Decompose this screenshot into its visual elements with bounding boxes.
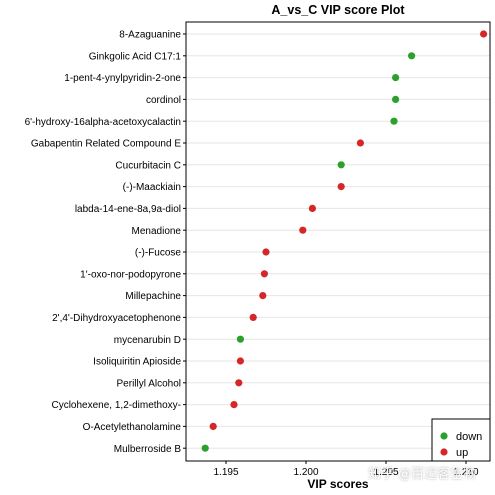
legend-label-up: up (456, 447, 468, 459)
data-point-up (356, 139, 364, 147)
x-tick-label: 1.195 (213, 467, 238, 478)
data-point-up (337, 183, 345, 191)
y-tick-label: Mulberroside B (114, 444, 182, 455)
y-tick-label: Menadione (132, 226, 182, 237)
data-point-up (230, 401, 238, 409)
data-points (201, 30, 488, 452)
data-point-up (262, 248, 270, 256)
x-tick-label: 1.200 (293, 467, 318, 478)
data-point-up (236, 357, 244, 365)
y-tick-label: Isoliquiritin Apioside (93, 357, 181, 368)
data-point-up (299, 226, 307, 234)
data-point-down (390, 117, 398, 125)
data-point-up (249, 313, 257, 321)
y-tick-label: mycenarubin D (114, 335, 181, 346)
data-point-up (235, 379, 243, 387)
data-point-up (480, 30, 488, 38)
chart-title: A_vs_C VIP score Plot (271, 3, 405, 17)
data-point-up (308, 204, 316, 212)
data-point-down (337, 161, 345, 169)
y-tick-label: Cucurbitacin C (115, 160, 181, 171)
y-tick-label: Perillyl Alcohol (117, 378, 181, 389)
y-axis-ticks: 8-Azaguanine Ginkgolic Acid C17:1 1-pent-4… (25, 30, 186, 455)
y-tick-label: O-Acetylethanolamine (83, 422, 182, 433)
data-point-down (201, 444, 209, 452)
legend-marker-down (440, 432, 448, 440)
y-tick-label: 6'-hydroxy-16alpha-acetoxycalactin (25, 117, 181, 128)
y-tick-label: 1'-oxo-nor-podopyrone (80, 269, 181, 280)
plot-frame (185, 21, 491, 462)
y-tick-label: 2',4'-Dihydroxyacetophenone (52, 313, 181, 324)
y-tick-label: 1-pent-4-ynylpyridin-2-one (64, 73, 181, 84)
y-tick-label: Gabapentin Related Compound E (31, 139, 181, 150)
data-point-down (408, 52, 416, 60)
legend-label-down: down (456, 431, 482, 443)
y-tick-label: cordinol (146, 95, 181, 106)
watermark: 知乎 @百迈客生物 (368, 467, 477, 482)
y-tick-label: 8-Azaguanine (119, 30, 181, 41)
x-tick-label: 1.210 (453, 467, 478, 478)
legend: down up (431, 418, 491, 462)
data-point-up (260, 270, 268, 278)
x-tick-label: 1.205 (373, 467, 398, 478)
y-tick-label: Millepachine (125, 291, 181, 302)
data-point-down (392, 74, 400, 82)
x-axis-label: VIP scores (307, 477, 368, 491)
y-tick-label: Ginkgolic Acid C17:1 (89, 51, 182, 62)
data-point-down (236, 335, 244, 343)
data-point-up (259, 292, 267, 300)
y-tick-label: (-)-Fucose (135, 248, 182, 259)
data-point-up (209, 422, 217, 430)
x-axis-ticks: 1.195 1.200 1.205 1.210 (213, 461, 479, 478)
y-tick-label: labda-14-ene-8a,9a-diol (75, 204, 181, 215)
grid-lines (186, 33, 490, 449)
data-point-down (392, 95, 400, 103)
y-tick-label: Cyclohexene, 1,2-dimethoxy- (51, 400, 181, 411)
legend-marker-up (440, 448, 448, 456)
y-tick-label: (-)-Maackiain (123, 182, 181, 193)
